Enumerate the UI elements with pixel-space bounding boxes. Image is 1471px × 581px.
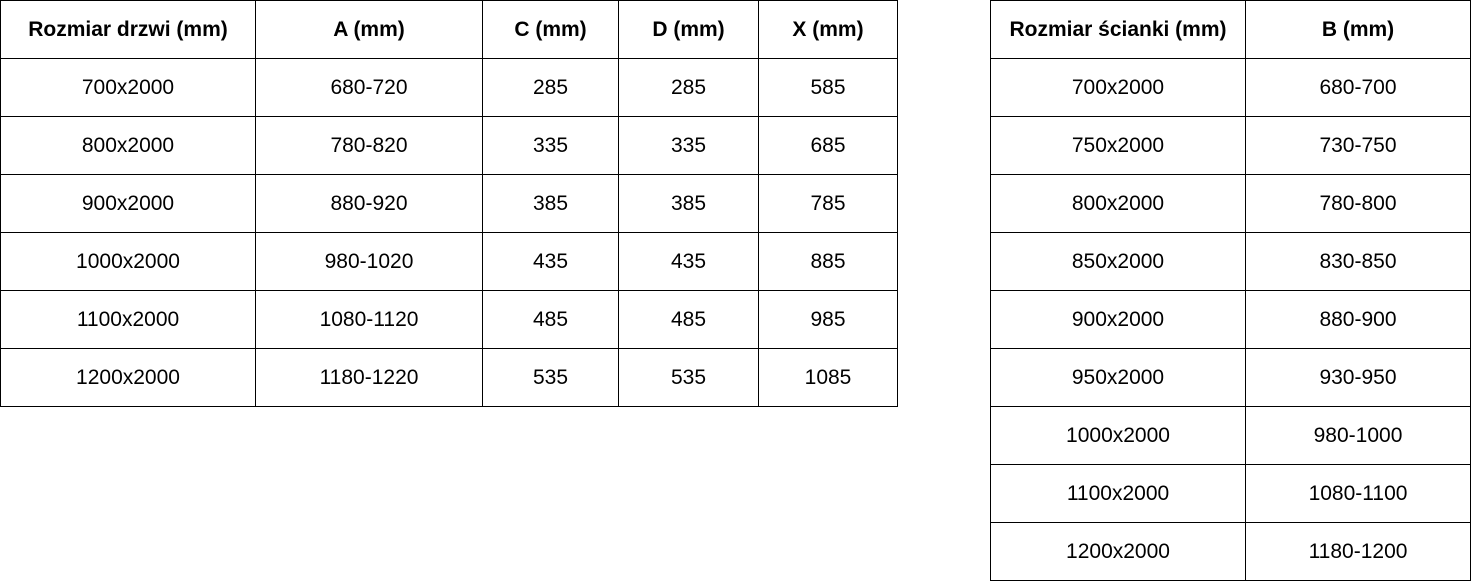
table-row: 1000x2000 980-1020 435 435 885 xyxy=(0,232,898,291)
table-cell: 900x2000 xyxy=(0,174,256,233)
table-cell: 685 xyxy=(758,116,898,175)
table-cell: 850x2000 xyxy=(990,232,1246,291)
table-cell: 1200x2000 xyxy=(0,348,256,407)
column-header: A (mm) xyxy=(255,0,483,59)
table-row: 700x2000 680-700 xyxy=(990,58,1471,117)
table-row: 1100x2000 1080-1100 xyxy=(990,464,1471,523)
table-row: 900x2000 880-920 385 385 785 xyxy=(0,174,898,233)
table-cell: 1080-1100 xyxy=(1245,464,1471,523)
column-header: Rozmiar drzwi (mm) xyxy=(0,0,256,59)
table-cell: 680-700 xyxy=(1245,58,1471,117)
header-row: Rozmiar ścianki (mm) B (mm) xyxy=(990,0,1471,59)
table-row: 1200x2000 1180-1220 535 535 1085 xyxy=(0,348,898,407)
table-cell: 1200x2000 xyxy=(990,522,1246,581)
table-cell: 1000x2000 xyxy=(990,406,1246,465)
table-cell: 980-1000 xyxy=(1245,406,1471,465)
table-cell: 285 xyxy=(482,58,619,117)
table-row: 900x2000 880-900 xyxy=(990,290,1471,349)
table-cell: 1100x2000 xyxy=(990,464,1246,523)
table-cell: 385 xyxy=(482,174,619,233)
table-cell: 785 xyxy=(758,174,898,233)
table-cell: 385 xyxy=(618,174,759,233)
table-row: 800x2000 780-800 xyxy=(990,174,1471,233)
table-cell: 335 xyxy=(482,116,619,175)
header-row: Rozmiar drzwi (mm) A (mm) C (mm) D (mm) X (m… xyxy=(0,0,898,59)
table-cell: 535 xyxy=(618,348,759,407)
table-cell: 700x2000 xyxy=(0,58,256,117)
table-cell: 880-920 xyxy=(255,174,483,233)
table-cell: 485 xyxy=(482,290,619,349)
table-row: 700x2000 680-720 285 285 585 xyxy=(0,58,898,117)
table-cell: 730-750 xyxy=(1245,116,1471,175)
wall-sizes-table: Rozmiar ścianki (mm) B (mm) 700x2000 680-7… xyxy=(990,0,1471,581)
table-cell: 680-720 xyxy=(255,58,483,117)
table-cell: 950x2000 xyxy=(990,348,1246,407)
table-cell: 1000x2000 xyxy=(0,232,256,291)
table-cell: 285 xyxy=(618,58,759,117)
table-cell: 1180-1220 xyxy=(255,348,483,407)
table-cell: 880-900 xyxy=(1245,290,1471,349)
table-cell: 800x2000 xyxy=(0,116,256,175)
table-cell: 885 xyxy=(758,232,898,291)
table-row: 1100x2000 1080-1120 485 485 985 xyxy=(0,290,898,349)
column-header: X (mm) xyxy=(758,0,898,59)
table-cell: 930-950 xyxy=(1245,348,1471,407)
table-cell: 780-800 xyxy=(1245,174,1471,233)
table-cell: 1180-1200 xyxy=(1245,522,1471,581)
table-cell: 1080-1120 xyxy=(255,290,483,349)
table-row: 950x2000 930-950 xyxy=(990,348,1471,407)
column-header: C (mm) xyxy=(482,0,619,59)
table-cell: 335 xyxy=(618,116,759,175)
column-header: D (mm) xyxy=(618,0,759,59)
table-cell: 830-850 xyxy=(1245,232,1471,291)
table-row: 1200x2000 1180-1200 xyxy=(990,522,1471,581)
table-cell: 585 xyxy=(758,58,898,117)
table-row: 1000x2000 980-1000 xyxy=(990,406,1471,465)
table-cell: 485 xyxy=(618,290,759,349)
column-header: B (mm) xyxy=(1245,0,1471,59)
table-cell: 780-820 xyxy=(255,116,483,175)
table-cell: 800x2000 xyxy=(990,174,1246,233)
table-cell: 980-1020 xyxy=(255,232,483,291)
table-cell: 900x2000 xyxy=(990,290,1246,349)
table-cell: 1100x2000 xyxy=(0,290,256,349)
door-sizes-table: Rozmiar drzwi (mm) A (mm) C (mm) D (mm) X (m… xyxy=(0,0,898,407)
table-cell: 1085 xyxy=(758,348,898,407)
table-cell: 435 xyxy=(482,232,619,291)
table-cell: 535 xyxy=(482,348,619,407)
table-cell: 750x2000 xyxy=(990,116,1246,175)
table-cell: 985 xyxy=(758,290,898,349)
table-row: 850x2000 830-850 xyxy=(990,232,1471,291)
table-row: 750x2000 730-750 xyxy=(990,116,1471,175)
column-header: Rozmiar ścianki (mm) xyxy=(990,0,1246,59)
table-row: 800x2000 780-820 335 335 685 xyxy=(0,116,898,175)
table-cell: 435 xyxy=(618,232,759,291)
table-cell: 700x2000 xyxy=(990,58,1246,117)
